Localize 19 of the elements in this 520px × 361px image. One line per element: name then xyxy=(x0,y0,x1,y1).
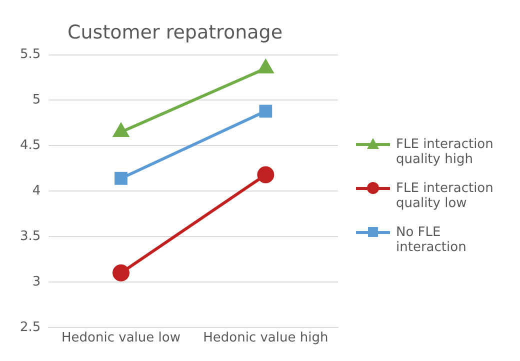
y-tick-label: 5.5 xyxy=(20,47,41,62)
y-tick-label: 4.5 xyxy=(20,138,41,154)
y-tick-label: 4 xyxy=(32,183,41,198)
point xyxy=(112,264,130,282)
legend-label: FLE interaction quality low xyxy=(396,180,494,210)
point xyxy=(114,172,128,185)
x-tick-label: Hedonic value high xyxy=(203,330,328,346)
y-tick-label: 2.5 xyxy=(20,320,41,335)
y-tick-label: 3.5 xyxy=(20,228,41,244)
x-tick-label: Hedonic value low xyxy=(62,330,181,346)
y-tick-label: 5 xyxy=(32,92,41,108)
y-tick-label: 3 xyxy=(32,274,41,290)
legend-label: FLE interaction quality high xyxy=(396,136,494,166)
point xyxy=(258,60,274,74)
legend-label: No FLE interaction xyxy=(396,224,468,254)
chart-title: Customer repatronage xyxy=(67,21,283,44)
point xyxy=(113,124,129,138)
point xyxy=(259,104,272,118)
point xyxy=(257,166,274,184)
